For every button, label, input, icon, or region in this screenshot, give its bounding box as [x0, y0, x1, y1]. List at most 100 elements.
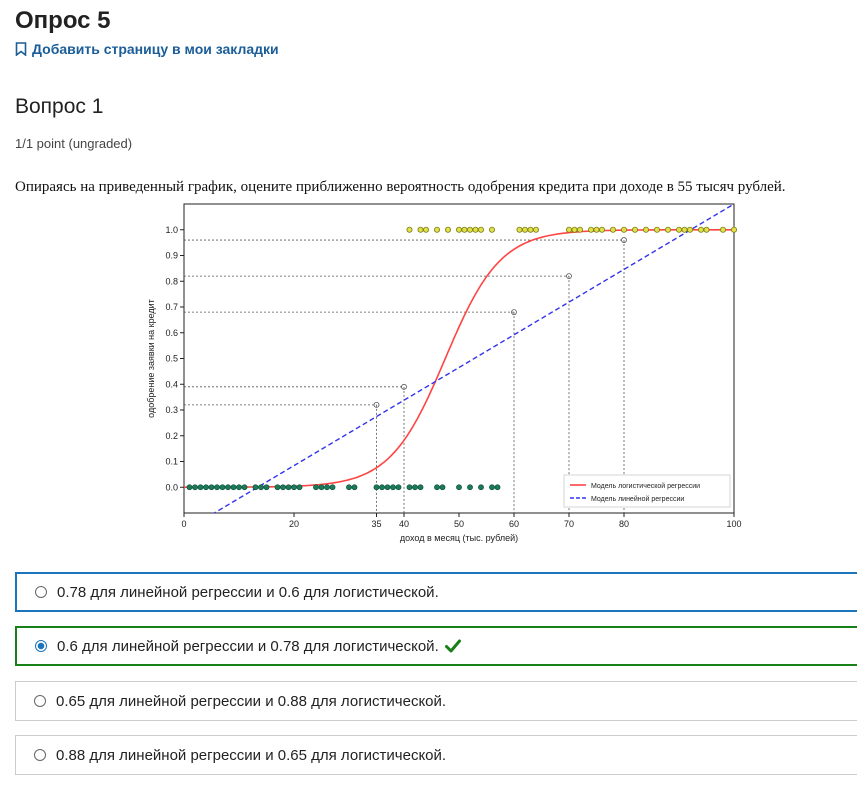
- rejected-data-point: [395, 484, 402, 491]
- checkmark-icon: [444, 639, 461, 653]
- legend-box: [563, 474, 731, 508]
- approved-data-point: [720, 226, 727, 233]
- rejected-data-point: [467, 484, 473, 491]
- y-tick-label: 0.4: [165, 379, 178, 389]
- answer-option-text: 0.88 для линейной регрессии и 0.65 для л…: [56, 746, 447, 764]
- radio-button[interactable]: [34, 695, 46, 707]
- rejected-data-point: [324, 484, 330, 491]
- radio-button[interactable]: [35, 640, 47, 652]
- rejected-data-point: [263, 484, 270, 491]
- y-tick-label: 0.8: [165, 276, 178, 286]
- x-tick-label: 20: [289, 519, 299, 529]
- answer-option-text: 0.78 для линейной регрессии и 0.6 для ло…: [57, 583, 439, 601]
- answer-option-4[interactable]: 0.88 для линейной регрессии и 0.65 для л…: [15, 735, 857, 775]
- approved-data-point: [521, 226, 528, 233]
- approved-data-point: [527, 226, 534, 233]
- approved-data-point: [576, 226, 583, 233]
- y-axis-label: одобрение заявки на кредит: [146, 299, 156, 418]
- y-tick-label: 0.6: [165, 328, 178, 338]
- approved-data-point: [433, 226, 440, 233]
- approved-data-point: [565, 226, 572, 233]
- rejected-data-point: [186, 484, 193, 491]
- bookmark-label: Добавить страницу в мои закладки: [32, 41, 279, 57]
- rejected-data-point: [197, 484, 204, 491]
- x-tick-label: 35: [371, 519, 381, 529]
- approved-data-point: [703, 226, 710, 233]
- radio-button[interactable]: [34, 749, 46, 761]
- rejected-data-point: [241, 484, 248, 491]
- rejected-data-point: [390, 484, 396, 491]
- regression-chart: 0.0 0.1 0.2 0.3 0.4 0.5 0.6 0.7 0.8 0.9 1.0 0 20 35 40…: [140, 199, 750, 551]
- approved-data-point: [681, 226, 688, 233]
- approved-data-point: [417, 226, 424, 233]
- answer-option-text: 0.6 для линейной регрессии и 0.78 для ло…: [57, 637, 439, 655]
- answer-option-3[interactable]: 0.65 для линейной регрессии и 0.88 для л…: [15, 681, 857, 721]
- reference-point: [621, 237, 627, 243]
- approved-data-point: [676, 226, 683, 233]
- page-title: Опрос 5: [15, 7, 111, 34]
- approved-data-point: [532, 226, 539, 233]
- approved-data-point: [477, 226, 484, 233]
- approved-data-point: [631, 226, 638, 233]
- y-tick-label: 0.7: [165, 302, 178, 312]
- rejected-data-point: [230, 484, 237, 491]
- approved-data-point: [609, 226, 616, 233]
- approved-data-point: [406, 226, 413, 233]
- bookmark-icon: [15, 42, 27, 56]
- bookmark-link[interactable]: Добавить страницу в мои закладки: [15, 41, 279, 57]
- answer-option-text: 0.65 для линейной регрессии и 0.88 для л…: [56, 692, 447, 710]
- approved-data-point: [620, 226, 627, 233]
- rejected-data-point: [318, 484, 325, 491]
- approved-data-point: [488, 226, 495, 233]
- x-tick-label: 100: [726, 519, 741, 529]
- rejected-data-point: [329, 484, 336, 491]
- x-tick-label: 0: [181, 519, 186, 529]
- y-tick-label: 1.0: [165, 225, 178, 235]
- approved-data-point: [642, 226, 649, 233]
- approved-data-point: [571, 226, 578, 233]
- rejected-data-point: [434, 484, 440, 491]
- y-tick-label: 0.2: [165, 431, 178, 441]
- reference-point: [566, 273, 572, 279]
- approved-data-point: [598, 226, 605, 233]
- rejected-data-point: [214, 484, 220, 491]
- approved-data-point: [665, 226, 672, 233]
- rejected-data-point: [406, 484, 413, 491]
- rejected-data-point: [192, 484, 198, 491]
- approved-data-point: [587, 226, 594, 233]
- approved-data-point: [461, 226, 468, 233]
- x-axis-label: доход в месяц (тыс. рублей): [400, 533, 518, 543]
- answer-option-2[interactable]: 0.6 для линейной регрессии и 0.78 для ло…: [15, 626, 857, 666]
- rejected-data-point: [346, 484, 352, 491]
- chart-svg: 0.0 0.1 0.2 0.3 0.4 0.5 0.6 0.7 0.8 0.9 1.0 0 20 35 40…: [146, 203, 742, 543]
- linear-regression-line: [212, 204, 734, 513]
- approved-data-point: [466, 226, 473, 233]
- rejected-data-point: [258, 484, 264, 491]
- question-prompt: Опираясь на приведенный график, оцените …: [15, 179, 786, 195]
- reference-point: [511, 309, 517, 316]
- rejected-data-point: [280, 484, 286, 491]
- approved-data-point: [731, 226, 738, 233]
- x-tick-label: 80: [619, 519, 629, 529]
- rejected-data-point: [412, 484, 418, 491]
- approved-data-point: [654, 226, 661, 233]
- rejected-data-point: [456, 484, 462, 491]
- legend-logistic-label: Модель логистической регрессии: [591, 482, 700, 490]
- rejected-data-point: [417, 484, 424, 491]
- x-tick-label: 60: [509, 519, 519, 529]
- answer-option-1[interactable]: 0.78 для линейной регрессии и 0.6 для ло…: [15, 572, 857, 612]
- approved-data-point: [422, 226, 429, 233]
- rejected-data-point: [384, 484, 391, 491]
- rejected-data-point: [379, 484, 385, 491]
- reference-point: [401, 383, 407, 390]
- rejected-data-point: [219, 484, 226, 491]
- y-tick-label: 0.5: [165, 354, 178, 364]
- rejected-data-point: [494, 484, 501, 491]
- y-tick-label: 0.0: [165, 482, 178, 492]
- x-tick-label: 50: [454, 519, 464, 529]
- rejected-data-point: [225, 484, 231, 491]
- legend-linear-label: Модель линейной регрессии: [591, 495, 684, 503]
- y-tick-label: 0.9: [165, 251, 178, 261]
- approved-data-point: [444, 226, 451, 233]
- radio-button[interactable]: [35, 586, 47, 598]
